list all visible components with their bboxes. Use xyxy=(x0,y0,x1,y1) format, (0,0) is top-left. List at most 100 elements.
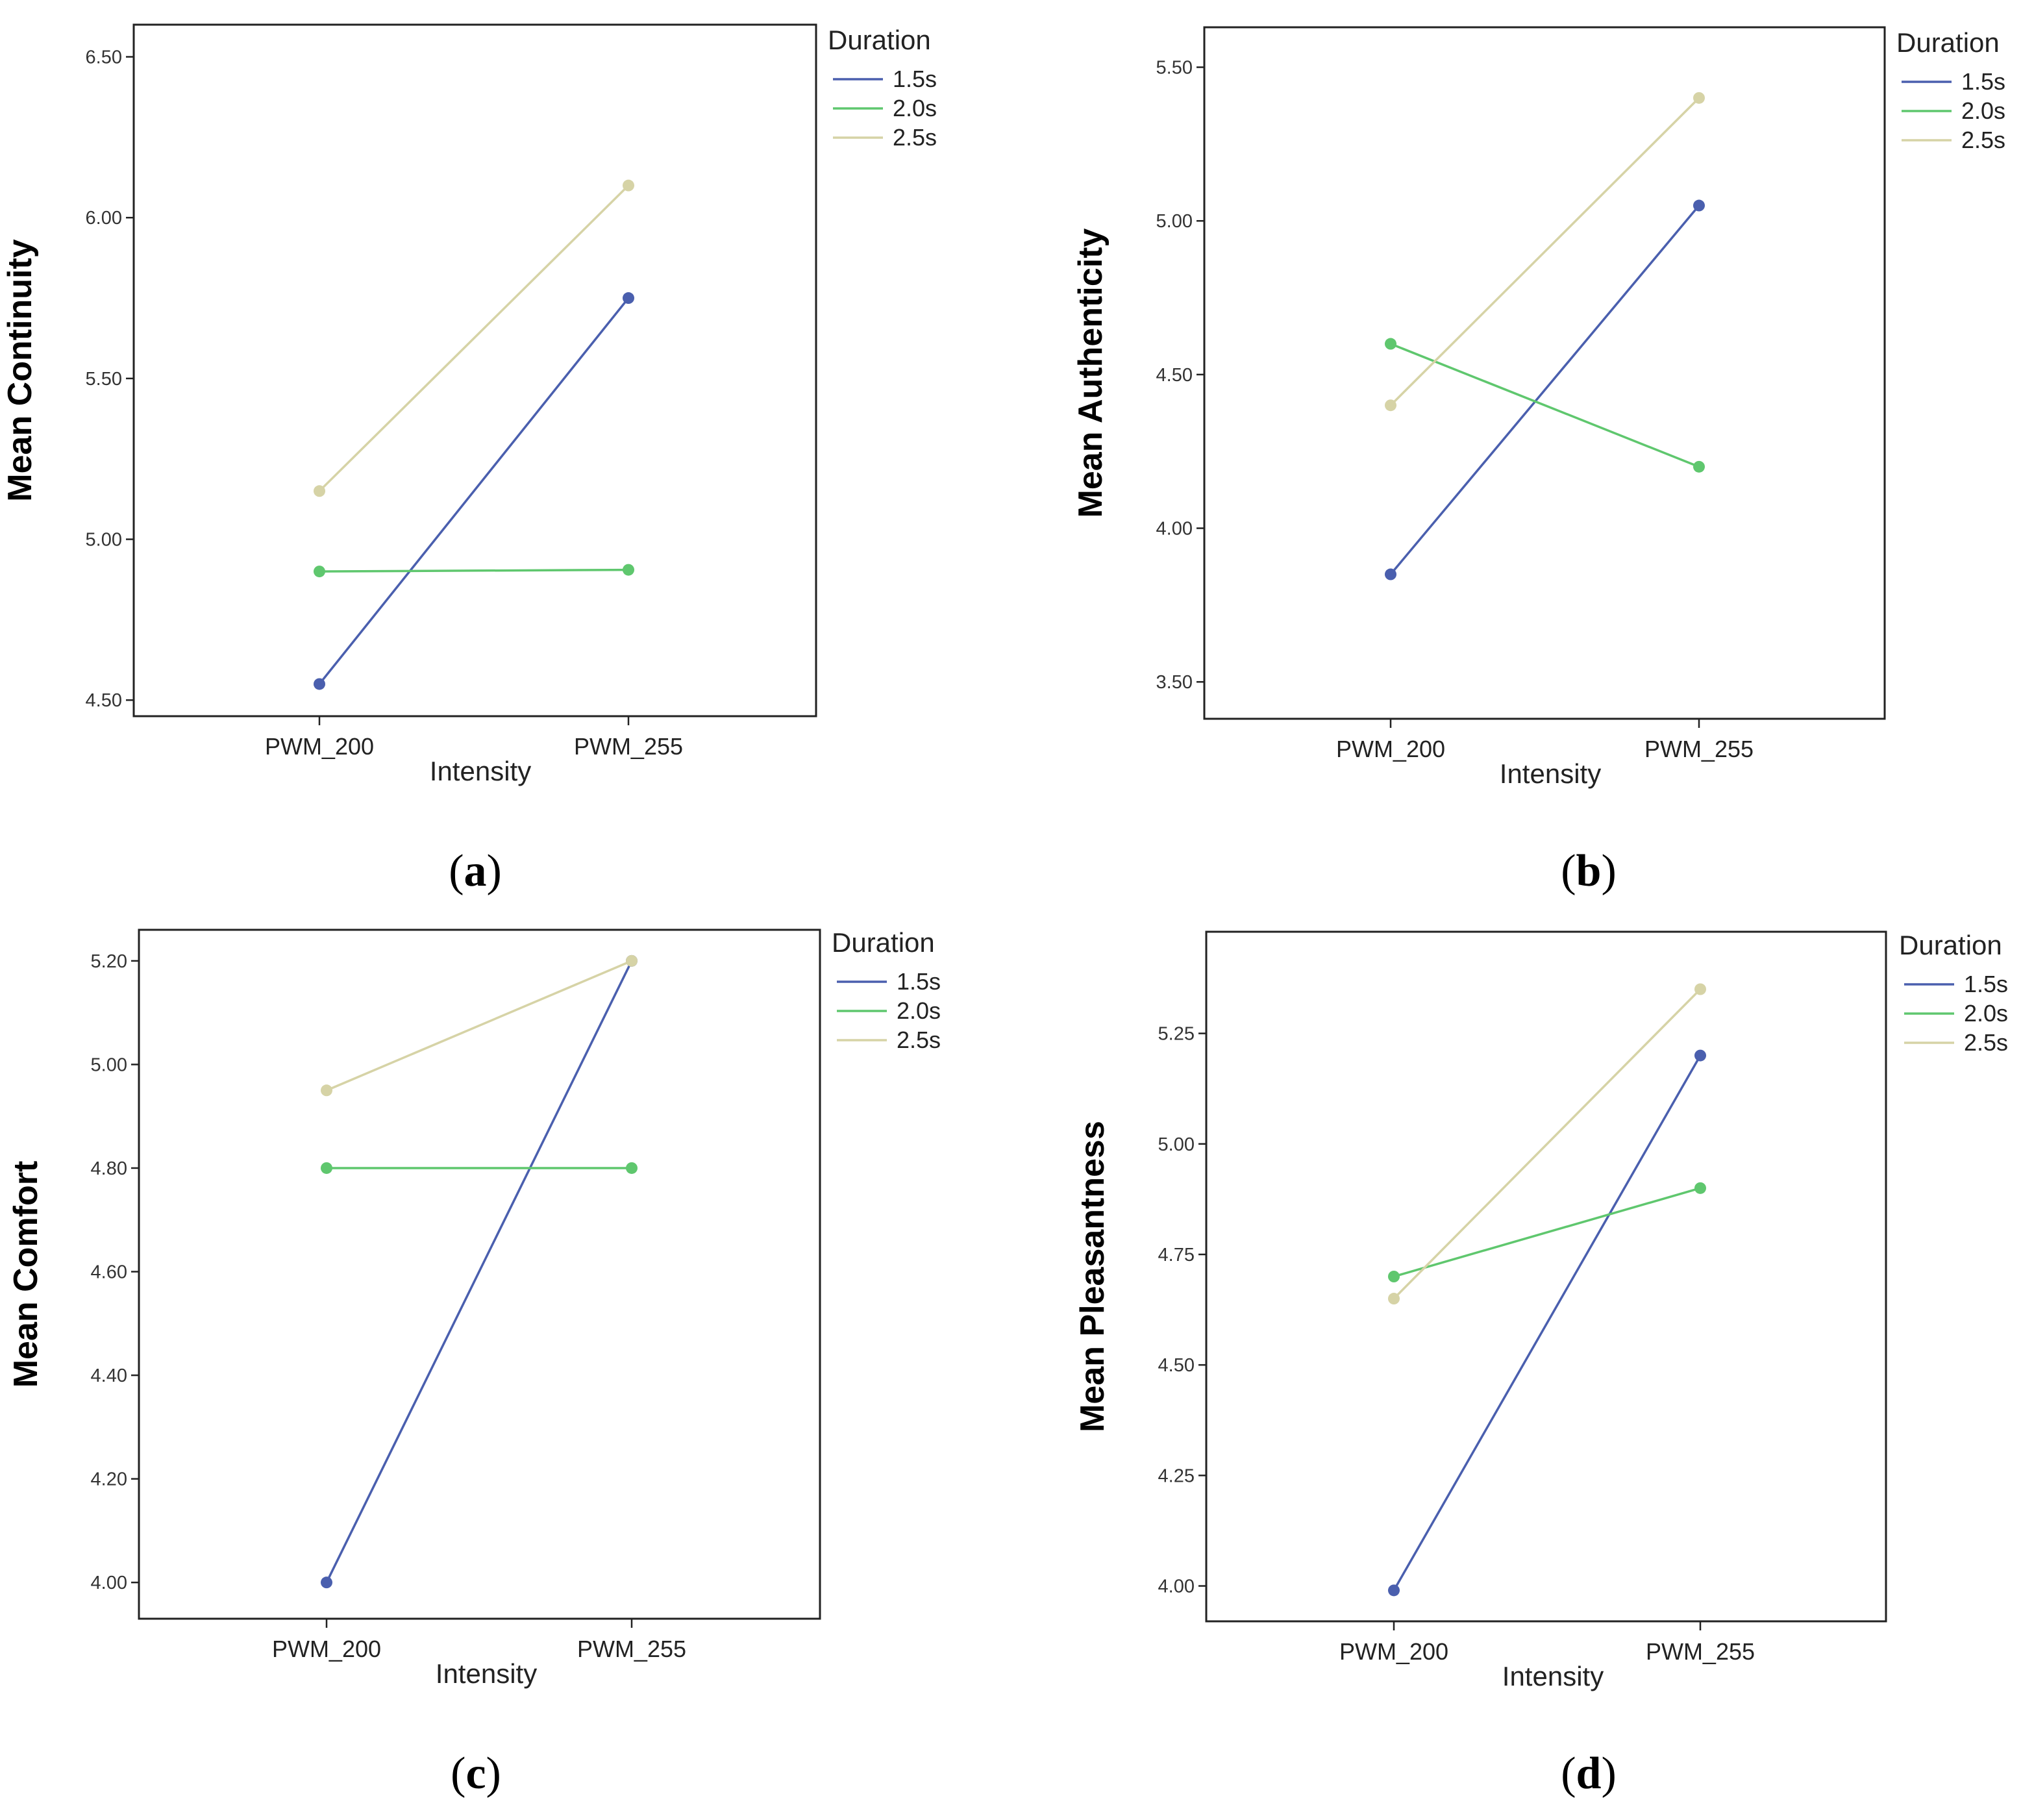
y-tick-label: 5.50 xyxy=(86,369,122,390)
x-tick-label: PWM_255 xyxy=(1644,736,1754,762)
y-tick-label: 5.00 xyxy=(91,1054,127,1075)
x-tick-label: PWM_200 xyxy=(1336,736,1445,762)
legend-entry: 2.5s xyxy=(897,1027,941,1053)
panel-caption: (d) xyxy=(1561,1749,1617,1799)
y-tick-label: 6.00 xyxy=(86,208,122,229)
data-point xyxy=(1693,199,1705,212)
y-tick-label: 4.75 xyxy=(1158,1245,1195,1265)
y-axis-label: Mean Pleasantness xyxy=(1074,1121,1111,1432)
series-line-2.0s xyxy=(1393,1187,1701,1278)
legend-title: Duration xyxy=(1899,930,2002,960)
data-point xyxy=(626,954,638,967)
y-tick-label: 5.00 xyxy=(1156,211,1193,232)
y-tick-label: 4.80 xyxy=(91,1158,127,1179)
y-tick-label: 5.00 xyxy=(1158,1134,1195,1155)
plot-frame xyxy=(1205,930,1887,1623)
chart-panel: 4.50 5.00 5.50 6.00 6.50 PWM_200 PWM_255 Intens… xyxy=(1,23,937,896)
y-tick-label: 4.50 xyxy=(86,690,122,711)
series-line-1.5s xyxy=(318,297,630,685)
y-tick-label: 4.00 xyxy=(91,1573,127,1593)
legend-title: Duration xyxy=(828,25,931,55)
data-point xyxy=(1694,983,1706,995)
data-point xyxy=(1693,92,1705,104)
y-tick-label: 5.00 xyxy=(86,530,122,551)
chart-panel: 4.00 4.20 4.40 4.60 4.80 5.00 5.20 PWM_200 PWM_2… xyxy=(7,927,941,1799)
data-point xyxy=(314,485,325,497)
series-line-1.5s xyxy=(325,960,633,1583)
data-point xyxy=(321,1162,332,1174)
data-point xyxy=(1388,1293,1400,1305)
x-tick-label: PWM_200 xyxy=(1339,1638,1448,1665)
series-line-2.5s xyxy=(318,184,630,492)
plot-frame xyxy=(132,23,817,717)
plot-frame xyxy=(138,929,821,1620)
plot-frame xyxy=(1203,26,1886,720)
series-line-2.5s xyxy=(1393,988,1702,1300)
series-line-1.5s xyxy=(1389,205,1700,575)
y-axis-label: Mean Comfort xyxy=(7,1161,45,1388)
x-tick-label: PWM_200 xyxy=(272,1636,381,1662)
y-tick-label: 4.50 xyxy=(1156,365,1193,386)
data-point xyxy=(1385,568,1396,580)
data-point xyxy=(1693,460,1705,473)
y-tick-label: 4.00 xyxy=(1158,1577,1195,1597)
legend-entry: 2.5s xyxy=(1964,1029,2008,1056)
y-tick-label: 4.20 xyxy=(91,1469,127,1490)
data-point xyxy=(1694,1049,1706,1062)
y-tick-label: 4.25 xyxy=(1158,1465,1195,1486)
data-point xyxy=(321,1577,332,1589)
x-axis-label: Intensity xyxy=(1502,1661,1604,1691)
legend-title: Duration xyxy=(1896,27,2000,58)
data-point xyxy=(623,564,634,576)
y-tick-label: 4.50 xyxy=(1158,1355,1195,1376)
data-point xyxy=(1388,1271,1400,1282)
legend-entry: 2.0s xyxy=(897,997,941,1024)
series-line-2.0s xyxy=(1390,342,1700,468)
legend-entry: 2.5s xyxy=(893,124,937,151)
y-tick-label: 4.00 xyxy=(1156,519,1193,540)
legend-entry: 2.0s xyxy=(1964,1000,2008,1027)
panel-caption: (b) xyxy=(1561,846,1617,896)
data-point xyxy=(623,179,634,192)
series-line-2.0s xyxy=(319,568,629,573)
x-tick-label: PWM_255 xyxy=(1646,1638,1755,1665)
legend-entry: 1.5s xyxy=(1964,971,2008,997)
legend-entry: 1.5s xyxy=(897,968,941,995)
x-tick-label: PWM_255 xyxy=(574,733,683,760)
x-axis-label: Intensity xyxy=(1500,758,1601,789)
legend-entry: 1.5s xyxy=(1961,68,2005,95)
legend-entry: 1.5s xyxy=(893,66,937,92)
chart-panel: 3.50 4.00 4.50 5.00 5.50 PWM_200 PWM_255 Intens… xyxy=(1072,26,2005,896)
data-point xyxy=(314,566,325,578)
x-axis-label: Intensity xyxy=(436,1658,537,1689)
legend-title: Duration xyxy=(832,927,935,958)
y-tick-label: 4.40 xyxy=(91,1365,127,1386)
data-point xyxy=(1385,399,1396,412)
y-tick-label: 6.50 xyxy=(86,47,122,68)
x-axis-label: Intensity xyxy=(430,756,531,786)
panel-caption: (c) xyxy=(451,1749,501,1799)
series-line-2.5s xyxy=(1389,97,1700,406)
legend-entry: 2.5s xyxy=(1961,127,2005,153)
legend-entry: 2.0s xyxy=(893,95,937,121)
data-point xyxy=(1385,338,1396,350)
series-line-1.5s xyxy=(1393,1054,1702,1591)
y-tick-label: 5.25 xyxy=(1158,1024,1195,1045)
data-point xyxy=(321,1084,332,1097)
y-tick-label: 5.50 xyxy=(1156,58,1193,79)
data-point xyxy=(314,678,325,690)
chart-panel: 4.00 4.25 4.50 4.75 5.00 5.25 PWM_200 PWM_255 In… xyxy=(1074,930,2008,1799)
y-tick-label: 5.20 xyxy=(91,951,127,972)
x-tick-label: PWM_255 xyxy=(577,1636,686,1662)
y-tick-label: 3.50 xyxy=(1156,672,1193,693)
data-point xyxy=(623,292,634,305)
legend-entry: 2.0s xyxy=(1961,97,2005,124)
data-point xyxy=(1694,1182,1706,1194)
data-point xyxy=(1388,1584,1400,1597)
x-tick-label: PWM_200 xyxy=(265,733,374,760)
series-line-2.5s xyxy=(326,960,632,1091)
y-axis-label: Mean Continuity xyxy=(1,239,39,502)
data-point xyxy=(626,1162,638,1174)
panel-caption: (a) xyxy=(449,846,502,896)
